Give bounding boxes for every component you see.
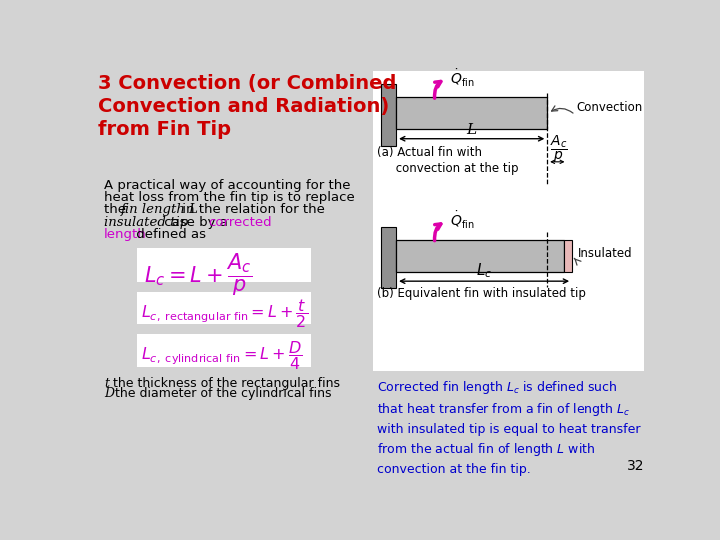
Bar xyxy=(381,84,396,146)
Text: t: t xyxy=(104,377,109,390)
Text: Insulated: Insulated xyxy=(578,247,633,260)
Text: length: length xyxy=(104,228,147,241)
Text: Corrected fin length $L_c$ is defined such
that heat transfer from a fin of leng: Corrected fin length $L_c$ is defined su… xyxy=(377,379,640,476)
Text: defined as: defined as xyxy=(132,228,206,241)
Text: $\dot{Q}_{\rm fin}$: $\dot{Q}_{\rm fin}$ xyxy=(451,211,475,232)
Bar xyxy=(564,240,572,272)
Text: heat loss from the fin tip is to replace: heat loss from the fin tip is to replace xyxy=(104,191,355,204)
Bar xyxy=(137,248,311,282)
Text: Convection: Convection xyxy=(577,101,643,114)
Bar xyxy=(137,292,311,325)
Text: case by a: case by a xyxy=(160,215,232,229)
Bar xyxy=(396,240,564,272)
Bar xyxy=(396,97,547,130)
Text: the diameter of the cylindrical fins: the diameter of the cylindrical fins xyxy=(111,387,331,401)
Text: fin length L: fin length L xyxy=(121,204,199,217)
Bar xyxy=(137,334,311,367)
Text: the: the xyxy=(104,204,130,217)
Text: D: D xyxy=(104,387,114,401)
Text: corrected: corrected xyxy=(209,215,272,229)
Text: $\dot{Q}_{\rm fin}$: $\dot{Q}_{\rm fin}$ xyxy=(451,68,475,89)
Bar xyxy=(373,71,644,372)
Text: (a) Actual fin with
     convection at the tip: (a) Actual fin with convection at the ti… xyxy=(377,146,518,176)
Text: in the relation for the: in the relation for the xyxy=(179,204,325,217)
Text: 3 Convection (or Combined
Convection and Radiation)
from Fin Tip: 3 Convection (or Combined Convection and… xyxy=(98,74,396,139)
Text: $L_{c,\;\text{rectangular fin}} = L + \dfrac{t}{2}$: $L_{c,\;\text{rectangular fin}} = L + \d… xyxy=(141,296,308,329)
Text: A practical way of accounting for the: A practical way of accounting for the xyxy=(104,179,351,192)
Text: $L_{c,\;\text{cylindrical fin}} = L + \dfrac{D}{4}$: $L_{c,\;\text{cylindrical fin}} = L + \d… xyxy=(141,339,302,372)
Text: $L_c = L + \dfrac{A_c}{p}$: $L_c = L + \dfrac{A_c}{p}$ xyxy=(144,252,252,298)
Text: insulated tip: insulated tip xyxy=(104,215,188,229)
Text: $L_c$: $L_c$ xyxy=(476,261,492,280)
Text: L: L xyxy=(467,123,477,137)
Text: 32: 32 xyxy=(626,459,644,473)
Text: (b) Equivalent fin with insulated tip: (b) Equivalent fin with insulated tip xyxy=(377,287,585,300)
Bar xyxy=(381,226,396,288)
Text: the thickness of the rectangular fins: the thickness of the rectangular fins xyxy=(109,377,341,390)
Text: $\dfrac{A_c}{p}$: $\dfrac{A_c}{p}$ xyxy=(550,133,568,165)
